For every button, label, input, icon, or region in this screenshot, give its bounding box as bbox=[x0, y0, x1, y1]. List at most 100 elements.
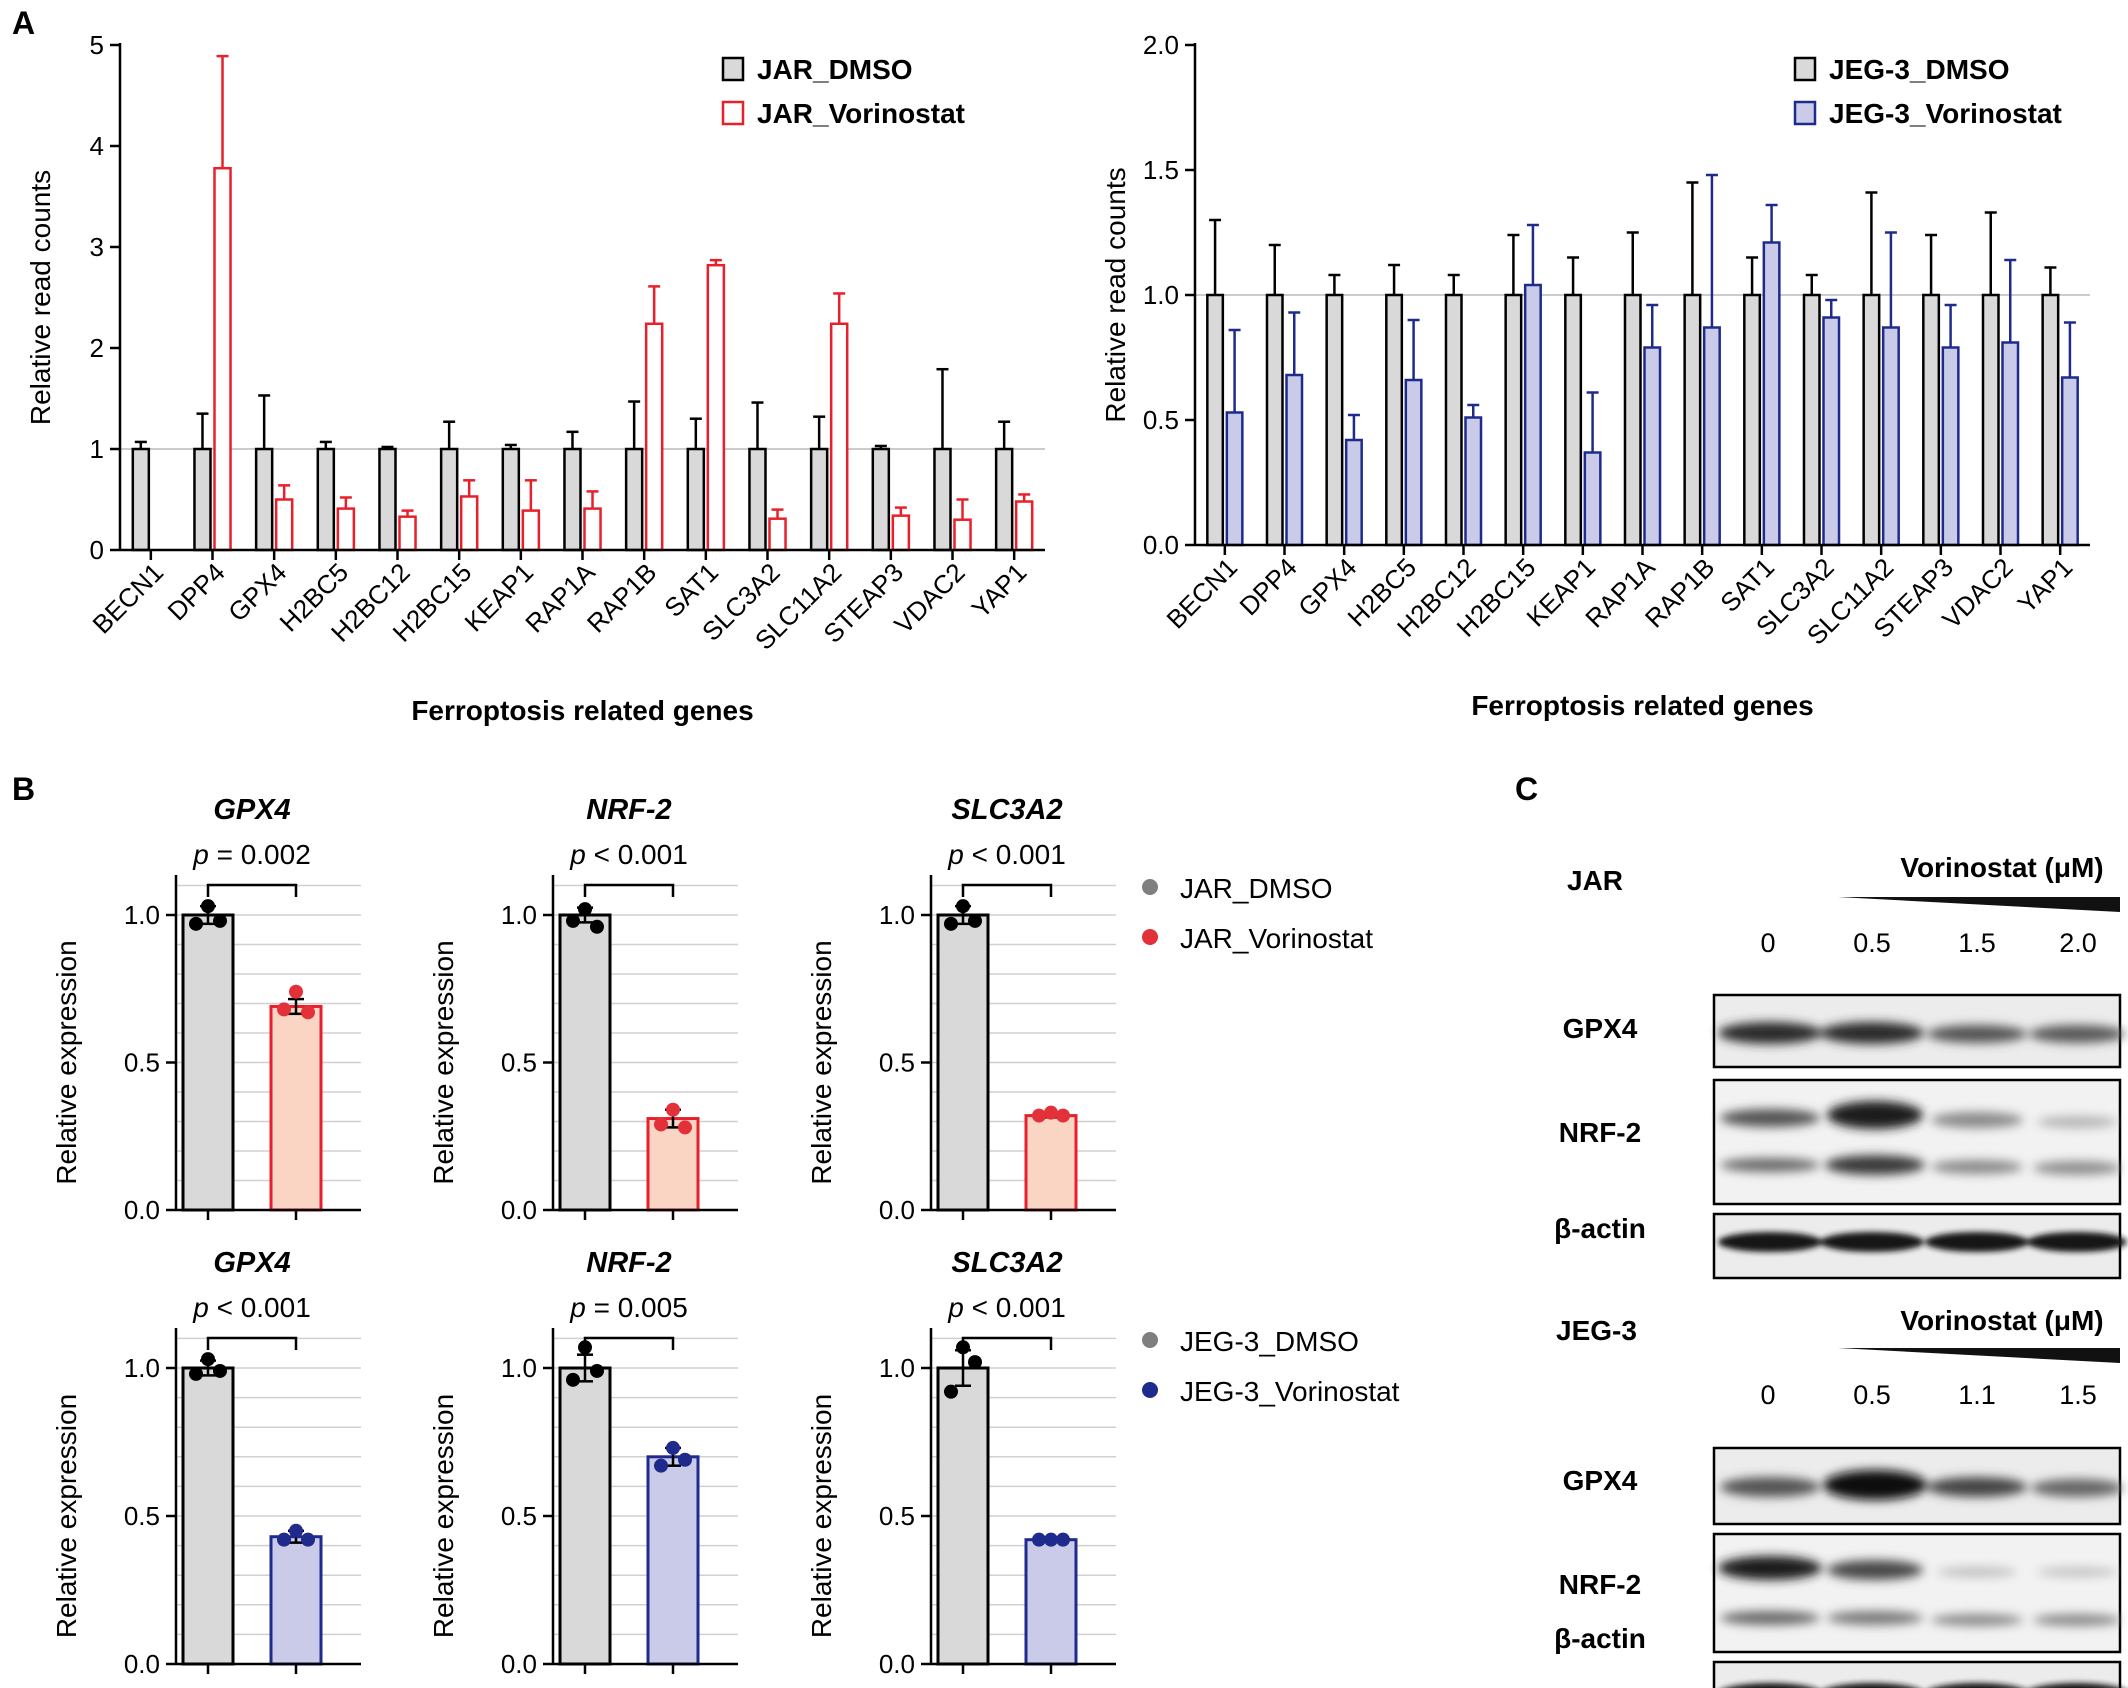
y-tick-label: 0.0 bbox=[1143, 530, 1179, 560]
data-point bbox=[590, 1363, 604, 1378]
p-value: p < 0.001 bbox=[947, 1292, 1066, 1323]
western-jeg-label-actin: β-actin bbox=[1554, 1623, 1646, 1654]
legend-b-jar-dmso-marker bbox=[1142, 879, 1158, 895]
chart-b-b-jeg3-gpx4: 0.0 0.5 1.0 Relative expression GPX4 p < 0.00… bbox=[51, 1247, 361, 1679]
panel-title: NRF-2 bbox=[586, 794, 671, 826]
y-tick-label: 0.0 bbox=[879, 1195, 915, 1225]
panel-label-b: B bbox=[12, 771, 35, 807]
bar bbox=[1981, 293, 2000, 547]
western-jeg: JEG-3 Vorinostat (μM) 0 0.5 1.1 1.5 GPX4… bbox=[1554, 1305, 2123, 1688]
western-jeg-dose-3: 1.5 bbox=[2059, 1380, 2097, 1410]
bar bbox=[1444, 293, 1463, 547]
western-jar-blot-gpx4 bbox=[1712, 993, 2125, 1069]
y-tick-label: 0.0 bbox=[501, 1649, 537, 1679]
panel-title: SLC3A2 bbox=[951, 1247, 1062, 1279]
data-point bbox=[201, 1352, 215, 1367]
legend-swatch bbox=[1793, 56, 1817, 82]
legend-b-jeg-vor-label: JEG-3_Vorinostat bbox=[1180, 1376, 1400, 1407]
y-tick-label: 1.0 bbox=[501, 900, 537, 930]
panel-label-c: C bbox=[1515, 771, 1538, 807]
bar bbox=[891, 514, 911, 552]
bar bbox=[563, 447, 582, 552]
bar bbox=[1014, 500, 1034, 552]
legend-swatch bbox=[1793, 100, 1817, 126]
significance-bracket bbox=[961, 1336, 1053, 1350]
y-axis-label: Relative expression bbox=[51, 940, 82, 1184]
bar bbox=[1822, 316, 1841, 547]
chart-b-b-jeg3-slc3a2: 0.0 0.5 1.0 Relative expression SLC3A2 p < 0.… bbox=[806, 1247, 1116, 1679]
bar bbox=[269, 1535, 323, 1666]
bar bbox=[1881, 326, 1900, 547]
bar bbox=[809, 447, 829, 552]
y-tick-label: 0.5 bbox=[1143, 405, 1179, 435]
bar bbox=[1802, 293, 1821, 547]
bar bbox=[1643, 346, 1662, 547]
data-point bbox=[201, 899, 215, 914]
data-point bbox=[654, 1458, 668, 1473]
legend-swatch bbox=[721, 100, 745, 126]
data-point bbox=[944, 916, 958, 931]
legend-label: JEG-3_DMSO bbox=[1829, 54, 2010, 85]
bar bbox=[181, 913, 235, 1212]
y-tick-label: 1.0 bbox=[879, 900, 915, 930]
western-jar-cell-line: JAR bbox=[1567, 865, 1623, 896]
bar bbox=[1762, 241, 1781, 547]
x-axis-label: Ferroptosis related genes bbox=[411, 695, 753, 726]
x-tick-label: DPP4 bbox=[162, 557, 231, 626]
legend-b-jar-dmso-label: JAR_DMSO bbox=[1180, 873, 1332, 904]
data-point bbox=[1044, 1105, 1058, 1120]
significance-bracket bbox=[961, 883, 1053, 897]
western-jeg-dose-0: 0 bbox=[1760, 1380, 1775, 1410]
bar bbox=[558, 913, 612, 1212]
legend-b-jeg-vor-marker bbox=[1142, 1382, 1158, 1398]
bar bbox=[439, 447, 459, 552]
significance-bracket bbox=[583, 883, 675, 897]
bar bbox=[2001, 341, 2020, 547]
bar bbox=[1523, 283, 1542, 547]
y-tick-label: 0.5 bbox=[879, 1048, 915, 1078]
data-point bbox=[213, 1363, 227, 1378]
western-jar-dose-0: 0 bbox=[1760, 928, 1775, 958]
y-tick-label: 0.0 bbox=[124, 1195, 160, 1225]
panel-label-a: A bbox=[12, 5, 35, 41]
x-tick-label: DPP4 bbox=[1234, 552, 1303, 621]
y-tick-label: 3 bbox=[90, 232, 104, 262]
y-tick-label: 1.5 bbox=[1143, 155, 1179, 185]
y-tick-label: 2.0 bbox=[1143, 30, 1179, 60]
y-tick-label: 0.5 bbox=[879, 1501, 915, 1531]
legend-swatch bbox=[721, 56, 745, 82]
data-point bbox=[289, 984, 303, 999]
y-tick-label: 2 bbox=[90, 333, 104, 363]
bar bbox=[1225, 411, 1244, 547]
bar bbox=[269, 1004, 323, 1212]
western-jeg-dose-2: 1.1 bbox=[1958, 1380, 1996, 1410]
data-point bbox=[678, 1452, 692, 1467]
bar bbox=[1325, 293, 1344, 547]
western-jeg-label-nrf2: NRF-2 bbox=[1559, 1569, 1641, 1600]
bar bbox=[748, 447, 767, 552]
significance-bracket bbox=[583, 1336, 675, 1350]
p-value: p < 0.001 bbox=[569, 839, 688, 870]
bar bbox=[459, 495, 479, 552]
bar bbox=[1024, 1114, 1078, 1212]
bar bbox=[644, 322, 664, 552]
bar bbox=[646, 1455, 700, 1666]
y-tick-label: 0.0 bbox=[124, 1649, 160, 1679]
legend-b-jar-vor-label: JAR_Vorinostat bbox=[1180, 923, 1373, 954]
western-jar-label-actin: β-actin bbox=[1554, 1213, 1646, 1244]
western-jeg-blot-actin bbox=[1712, 1660, 2122, 1688]
western-jeg-dose-1: 0.5 bbox=[1853, 1380, 1891, 1410]
y-tick-label: 1.0 bbox=[124, 900, 160, 930]
y-axis-label: Relative read counts bbox=[1100, 167, 1131, 422]
bar bbox=[871, 447, 891, 552]
western-jeg-dose-wedge bbox=[1838, 1348, 2120, 1363]
data-point bbox=[213, 913, 227, 928]
x-tick-label: RAP1B bbox=[581, 557, 663, 639]
y-axis-label: Relative expression bbox=[428, 1394, 459, 1638]
y-tick-label: 1.0 bbox=[879, 1353, 915, 1383]
western-jeg-cell-line: JEG-3 bbox=[1556, 1315, 1637, 1346]
y-tick-label: 0.0 bbox=[501, 1195, 537, 1225]
bar bbox=[131, 447, 151, 552]
x-tick-label: VDAC2 bbox=[888, 557, 971, 640]
chart-a-jar: BECN1DPP4GPX4H2BC5H2BC12H2BC15KEAP1RAP1A… bbox=[25, 30, 1045, 726]
